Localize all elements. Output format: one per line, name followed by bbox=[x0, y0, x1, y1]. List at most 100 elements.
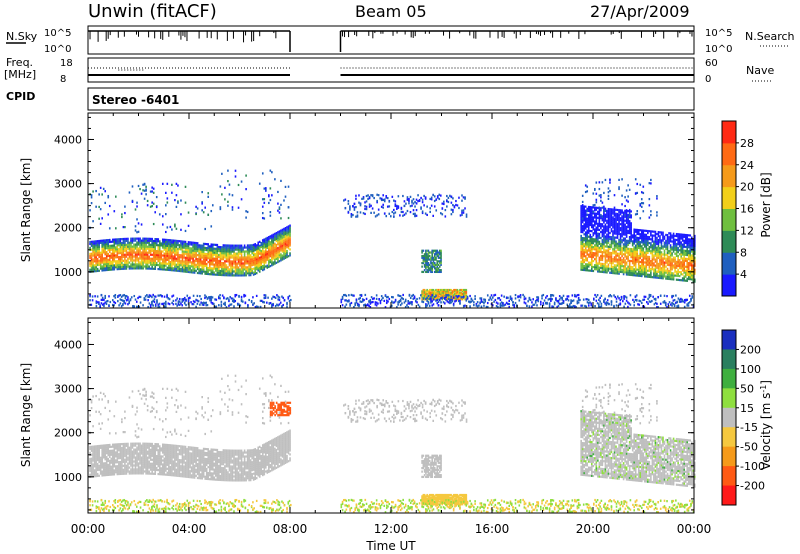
power-cell bbox=[99, 239, 102, 242]
power-cell bbox=[180, 262, 182, 265]
power-cell bbox=[583, 215, 586, 218]
power-cell bbox=[672, 250, 675, 253]
power-cell bbox=[211, 271, 214, 274]
power-cell bbox=[592, 248, 595, 251]
power-cell bbox=[616, 242, 619, 245]
power-cell bbox=[654, 254, 657, 257]
power-cell bbox=[207, 268, 210, 272]
power-cell bbox=[592, 238, 595, 241]
power-cell bbox=[598, 260, 601, 263]
power-cell bbox=[687, 246, 690, 249]
power-cell bbox=[189, 247, 191, 250]
power-cell bbox=[136, 231, 138, 234]
power-cell bbox=[187, 300, 190, 303]
power-cell bbox=[128, 243, 131, 246]
power-cell bbox=[628, 220, 631, 223]
power-cell bbox=[177, 184, 179, 187]
power-cell bbox=[110, 260, 113, 263]
power-cell bbox=[236, 244, 238, 247]
power-cell bbox=[278, 230, 281, 233]
power-cell bbox=[595, 268, 598, 271]
power-cell bbox=[443, 202, 445, 206]
power-cell bbox=[604, 223, 607, 226]
power-cell bbox=[624, 271, 626, 274]
power-cell bbox=[111, 248, 114, 251]
power-cell bbox=[595, 242, 598, 245]
power-cell bbox=[177, 247, 179, 251]
power-cell bbox=[236, 258, 238, 261]
power-cell bbox=[187, 211, 190, 214]
power-cell bbox=[432, 251, 435, 254]
power-cell bbox=[668, 273, 670, 277]
power-cell bbox=[435, 288, 437, 292]
power-cell bbox=[265, 261, 267, 264]
power-cell bbox=[101, 259, 103, 262]
power-cell bbox=[604, 227, 607, 230]
power-cell bbox=[130, 247, 132, 250]
power-cell bbox=[659, 239, 661, 242]
power-cell bbox=[606, 251, 608, 254]
power-cell bbox=[675, 242, 678, 246]
power-cell bbox=[195, 269, 197, 272]
power-cell bbox=[177, 259, 179, 262]
power-cell bbox=[221, 269, 223, 273]
power-cell bbox=[675, 234, 678, 238]
power-cell bbox=[175, 245, 178, 248]
power-cell bbox=[116, 240, 119, 243]
power-cell bbox=[166, 238, 169, 242]
power-cell bbox=[616, 268, 619, 271]
power-cell bbox=[460, 298, 463, 301]
power-cell bbox=[640, 247, 643, 250]
power-cell bbox=[199, 272, 202, 275]
power-cell bbox=[171, 251, 173, 254]
power-cell bbox=[177, 301, 180, 304]
power-cell bbox=[666, 249, 669, 253]
power-cell bbox=[594, 228, 596, 231]
power-cell bbox=[598, 270, 601, 273]
power-cell bbox=[184, 266, 187, 269]
power-cell bbox=[286, 242, 288, 245]
power-cell bbox=[145, 188, 147, 191]
power-cell bbox=[365, 194, 368, 198]
power-cell bbox=[251, 271, 253, 275]
power-cell bbox=[615, 214, 617, 217]
power-cell bbox=[633, 230, 635, 233]
power-cell bbox=[228, 262, 231, 265]
power-cell bbox=[607, 217, 610, 221]
power-cell bbox=[686, 244, 689, 247]
power-cell bbox=[199, 295, 201, 298]
power-cell bbox=[610, 253, 613, 257]
power-cell bbox=[144, 298, 147, 301]
power-cell bbox=[694, 262, 696, 265]
power-cell bbox=[265, 265, 267, 268]
power-cell bbox=[609, 243, 611, 247]
power-cell bbox=[606, 225, 608, 228]
power-cell bbox=[211, 261, 214, 264]
power-cell bbox=[624, 219, 626, 222]
power-cell bbox=[230, 248, 232, 251]
power-cell bbox=[631, 236, 634, 239]
power-cell bbox=[260, 245, 263, 249]
power-cell bbox=[597, 264, 599, 267]
power-cell bbox=[659, 274, 661, 278]
power-cell bbox=[243, 293, 245, 297]
power-cell bbox=[275, 261, 278, 264]
power-cell bbox=[108, 258, 111, 261]
power-cell bbox=[154, 304, 157, 308]
power-cell bbox=[436, 270, 439, 274]
power-cell bbox=[243, 274, 246, 277]
power-cell bbox=[222, 272, 225, 275]
power-cell bbox=[580, 215, 582, 218]
power-cell bbox=[225, 260, 228, 263]
power-cell bbox=[221, 248, 223, 251]
power-cell bbox=[199, 268, 202, 271]
power-cell bbox=[430, 262, 432, 265]
power-cell bbox=[440, 258, 442, 261]
power-cell bbox=[157, 238, 160, 241]
power-cell bbox=[89, 293, 91, 297]
power-cell bbox=[580, 254, 582, 257]
power-cell bbox=[213, 257, 216, 260]
power-cell bbox=[580, 230, 582, 234]
power-cell bbox=[274, 234, 276, 237]
power-cell bbox=[665, 257, 667, 260]
